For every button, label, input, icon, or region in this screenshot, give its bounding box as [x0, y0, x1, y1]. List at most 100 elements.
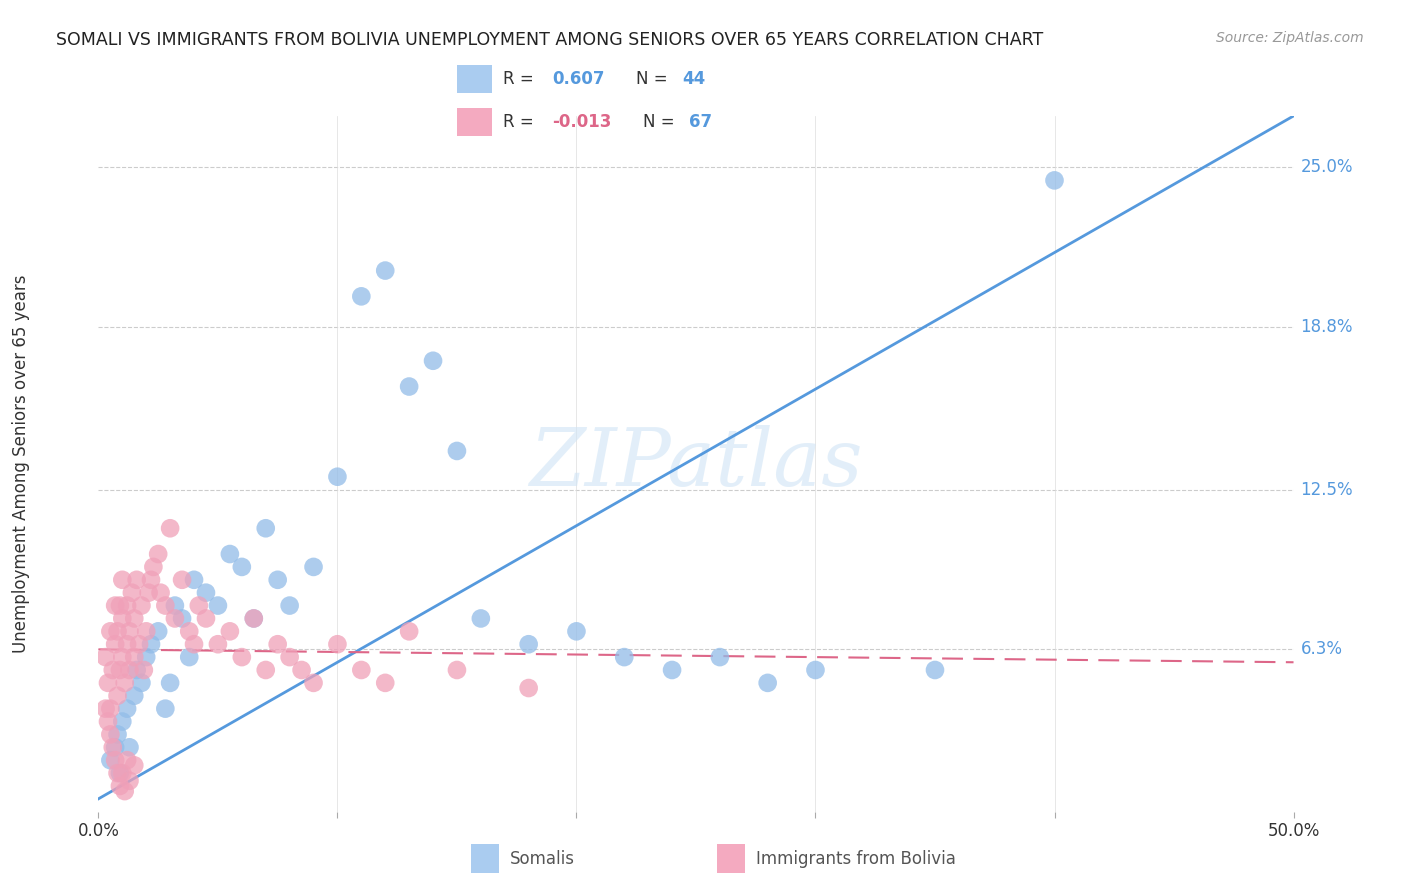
Point [142, 560, 165, 574]
Point [108, 663, 131, 677]
Point [135, 650, 157, 665]
Point [125, 663, 148, 677]
Point [243, 611, 266, 625]
Point [118, 663, 141, 677]
Text: 18.8%: 18.8% [1301, 318, 1353, 336]
Point [107, 766, 129, 780]
Point [139, 637, 162, 651]
Point [756, 676, 779, 690]
Point [446, 663, 468, 677]
Point [278, 650, 301, 665]
Text: N =: N = [643, 113, 681, 131]
Point [267, 573, 290, 587]
Point [804, 663, 827, 677]
Point [118, 773, 141, 788]
Text: Immigrants from Bolivia: Immigrants from Bolivia [756, 849, 956, 868]
Text: N =: N = [636, 70, 673, 87]
Point [118, 740, 141, 755]
Point [98, 701, 122, 715]
Text: Somalis: Somalis [510, 849, 575, 868]
Point [114, 784, 136, 798]
Point [94, 701, 117, 715]
Point [470, 611, 492, 625]
Point [267, 637, 290, 651]
Point [107, 727, 129, 741]
Point [350, 289, 373, 303]
Point [179, 650, 201, 665]
Point [135, 624, 157, 639]
FancyBboxPatch shape [471, 844, 499, 873]
Point [278, 599, 301, 613]
Point [124, 611, 146, 625]
Point [194, 585, 217, 599]
Point [183, 573, 205, 587]
Point [290, 663, 312, 677]
Point [124, 650, 146, 665]
Point [243, 611, 266, 625]
Point [101, 663, 124, 677]
Point [254, 663, 277, 677]
Point [517, 681, 540, 695]
FancyBboxPatch shape [457, 65, 492, 93]
Point [98, 753, 122, 767]
Text: 12.5%: 12.5% [1301, 481, 1353, 499]
Point [565, 624, 588, 639]
Point [613, 650, 636, 665]
Point [302, 676, 325, 690]
Point [207, 599, 229, 613]
Point [219, 624, 242, 639]
Point [128, 637, 150, 651]
Point [446, 444, 468, 458]
Point [94, 650, 117, 665]
Text: -0.013: -0.013 [551, 113, 612, 131]
Point [132, 663, 155, 677]
Point [148, 547, 170, 561]
Point [138, 585, 160, 599]
Point [661, 663, 683, 677]
Point [187, 599, 209, 613]
Point [111, 714, 134, 729]
Point [115, 637, 138, 651]
Point [108, 766, 131, 780]
FancyBboxPatch shape [457, 108, 492, 136]
Text: 6.3%: 6.3% [1301, 640, 1343, 658]
Point [163, 599, 186, 613]
Point [139, 573, 162, 587]
Point [1043, 173, 1066, 187]
Text: 0.607: 0.607 [551, 70, 605, 87]
Point [159, 521, 181, 535]
Point [194, 611, 217, 625]
Point [374, 263, 396, 277]
Text: SOMALI VS IMMIGRANTS FROM BOLIVIA UNEMPLOYMENT AMONG SENIORS OVER 65 YEARS CORRE: SOMALI VS IMMIGRANTS FROM BOLIVIA UNEMPL… [56, 31, 1043, 49]
Text: 25.0%: 25.0% [1301, 159, 1353, 177]
Point [114, 676, 136, 690]
Point [422, 353, 444, 368]
Point [326, 469, 349, 483]
Point [104, 637, 127, 651]
Point [179, 624, 201, 639]
Point [111, 766, 134, 780]
Point [326, 637, 349, 651]
Point [97, 714, 120, 729]
Text: Source: ZipAtlas.com: Source: ZipAtlas.com [1216, 31, 1364, 45]
Point [159, 676, 181, 690]
Point [131, 676, 153, 690]
Point [108, 779, 131, 793]
Point [107, 689, 129, 703]
Point [98, 624, 122, 639]
Point [183, 637, 205, 651]
Point [111, 650, 134, 665]
Text: Unemployment Among Seniors over 65 years: Unemployment Among Seniors over 65 years [13, 275, 30, 653]
Text: 67: 67 [689, 113, 711, 131]
Point [207, 637, 229, 651]
Point [111, 573, 134, 587]
Point [517, 637, 540, 651]
Text: R =: R = [503, 70, 538, 87]
FancyBboxPatch shape [717, 844, 745, 873]
Point [709, 650, 731, 665]
Point [115, 599, 138, 613]
Point [115, 753, 138, 767]
Point [350, 663, 373, 677]
Point [124, 758, 146, 772]
Point [398, 624, 420, 639]
